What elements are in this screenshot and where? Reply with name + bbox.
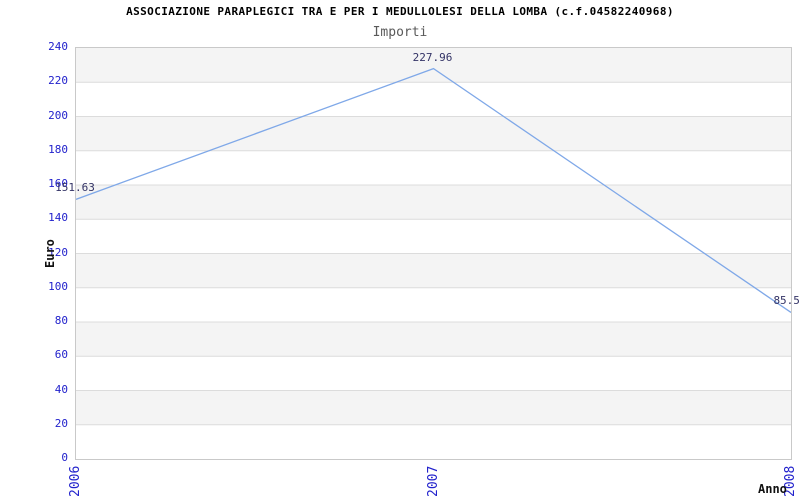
line-chart-svg [76,48,791,426]
grid-band [76,48,791,83]
y-tick-label: 60 [54,348,68,362]
y-tick-label: 120 [48,245,68,259]
y-axis-title: Euro [43,239,57,268]
y-tick-label: 20 [54,416,68,430]
y-tick-label: 100 [48,279,68,293]
point-value-label: 151.63 [55,181,95,195]
chart-subtitle: Importi [372,25,428,40]
y-tick-label: 40 [54,382,68,396]
plot-area [75,47,792,460]
chart-title: ASSOCIAZIONE PARAPLEGICI TRA E PER I MED… [126,5,674,18]
y-tick-label: 220 [48,74,68,88]
y-tick-label: 200 [48,108,68,122]
x-tick-label: 2006 [68,465,83,497]
x-tick-label: 2007 [425,465,441,497]
grid-band [76,322,791,357]
grid-band [76,116,791,151]
grid-band [76,390,791,425]
y-tick-label: 0 [61,451,68,464]
point-value-label: 85.58 [773,294,800,308]
data-line [76,67,791,313]
y-tick-label: 180 [48,142,68,156]
y-tick-label: 140 [48,211,68,225]
y-tick-label: 80 [54,314,68,327]
y-tick-label: 240 [48,40,68,53]
grid-band [76,253,791,288]
x-axis-title: Anno [758,482,787,496]
grid-band [76,185,791,220]
y-tick-label: 160 [48,177,68,190]
point-value-label: 227.96 [412,50,453,64]
